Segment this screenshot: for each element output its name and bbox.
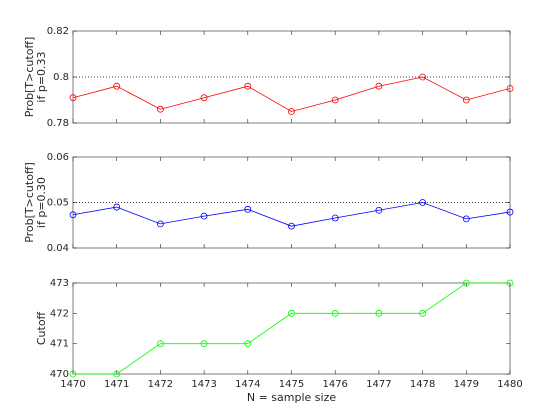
x-tick-label: 1476 [322, 379, 347, 390]
y-tick-label: 0.78 [47, 118, 69, 129]
x-tick-label: 1473 [191, 379, 216, 390]
data-marker [69, 94, 77, 102]
data-marker [331, 96, 339, 104]
y-tick-label: 471 [50, 339, 69, 350]
data-marker [331, 309, 339, 317]
x-tick-label: 1475 [279, 379, 304, 390]
data-marker [200, 340, 208, 348]
data-marker [113, 203, 121, 211]
y-axis-label: Prob[T>cutoff] [23, 162, 36, 243]
data-marker [331, 214, 339, 222]
data-marker [419, 73, 427, 81]
y-tick-label: 0.04 [47, 243, 69, 254]
y-axis-label: if p=0.30 [35, 177, 48, 228]
axes-box [72, 156, 511, 249]
y-tick-label: 0.82 [47, 26, 69, 37]
y-tick-label: 472 [50, 308, 69, 319]
data-marker [156, 220, 164, 228]
data-marker [462, 215, 470, 223]
x-tick-label: 1480 [497, 379, 522, 390]
data-marker [113, 82, 121, 90]
data-marker [506, 85, 514, 92]
x-tick-label: 1471 [104, 379, 129, 390]
data-marker [375, 82, 383, 90]
axes-box [72, 30, 511, 124]
x-tick-label: 1479 [454, 379, 479, 390]
y-tick-label: 0.05 [47, 198, 69, 209]
data-marker [506, 279, 514, 287]
y-tick-label: 470 [50, 369, 69, 380]
y-tick-label: 0.8 [53, 72, 69, 83]
data-marker [288, 222, 295, 230]
y-axis-label: if p=0.33 [35, 51, 48, 102]
data-marker [200, 94, 208, 102]
data-marker [506, 208, 514, 216]
data-marker [375, 206, 383, 214]
data-marker [462, 96, 470, 104]
y-axis-label: Cutoff [35, 311, 48, 345]
x-tick-label: 1472 [148, 379, 173, 390]
data-marker [288, 108, 295, 115]
y-axis-label: Prob[T>cutoff] [23, 37, 36, 118]
data-marker [244, 340, 252, 348]
data-marker [244, 205, 252, 213]
data-marker [156, 105, 164, 113]
data-line [72, 76, 511, 112]
axes-box [72, 282, 511, 375]
data-marker [288, 309, 295, 317]
data-marker [200, 212, 208, 220]
data-marker [375, 309, 383, 317]
data-marker [113, 370, 121, 378]
x-tick-label: 1474 [235, 379, 260, 390]
data-marker [156, 340, 164, 348]
x-tick-label: 1477 [366, 379, 391, 390]
x-tick-label: 1470 [60, 379, 85, 390]
data-line [72, 202, 511, 227]
data-marker [419, 309, 427, 317]
data-marker [419, 199, 427, 206]
y-tick-label: 473 [50, 278, 69, 289]
data-marker [69, 211, 77, 219]
data-line [73, 282, 510, 375]
data-marker [244, 82, 252, 90]
data-marker [69, 370, 77, 378]
data-marker [462, 279, 470, 287]
x-tick-label: 1478 [410, 379, 435, 390]
x-axis-label: N = sample size [247, 391, 336, 404]
y-tick-label: 0.06 [47, 152, 69, 163]
